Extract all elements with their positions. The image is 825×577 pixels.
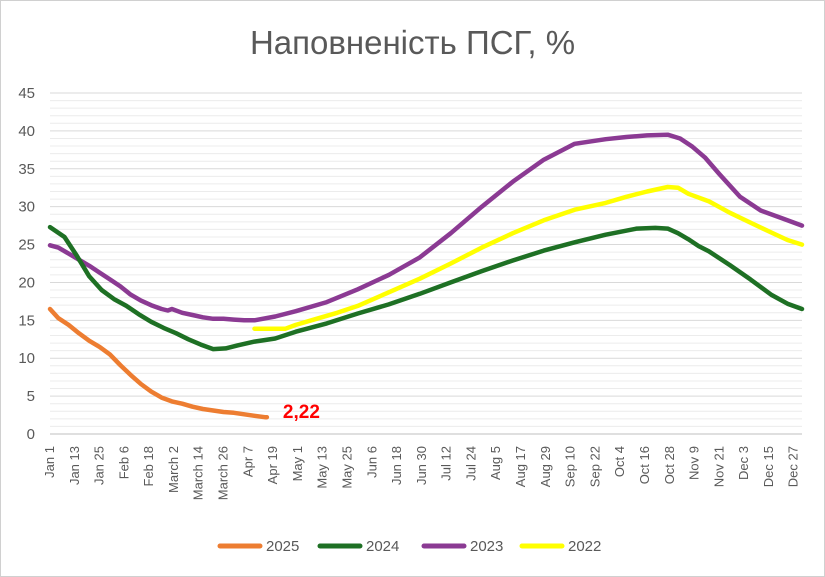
- x-tick-label: March 2: [166, 446, 181, 493]
- x-tick-label: Dec 3: [736, 446, 751, 480]
- series-line-2025: [47, 306, 270, 420]
- x-tick-label: Dec 27: [786, 446, 801, 487]
- legend-label: 2022: [568, 538, 601, 555]
- x-tick-label: Apr 7: [240, 446, 255, 477]
- y-tick-label: 25: [18, 237, 35, 254]
- x-tick-label: Aug 17: [513, 446, 528, 487]
- legend-label: 2023: [470, 538, 503, 555]
- x-tick-label: Oct 16: [637, 446, 652, 484]
- x-tick-label: Oct 28: [662, 446, 677, 484]
- x-tick-label: Jun 30: [414, 446, 429, 485]
- y-tick-label: 20: [18, 274, 35, 291]
- chart-title: Наповненість ПСГ, %: [249, 24, 576, 61]
- y-tick-label: 45: [18, 85, 35, 102]
- x-tick-label: Jul 24: [463, 446, 478, 481]
- x-tick-label: Nov 9: [687, 446, 702, 480]
- x-tick-label: Aug 29: [538, 446, 553, 487]
- y-tick-label: 0: [27, 426, 35, 443]
- y-tick-label: 40: [18, 123, 35, 140]
- x-tick-label: Jun 6: [364, 446, 379, 478]
- y-tick-label: 35: [18, 161, 35, 178]
- x-tick-label: Jan 25: [92, 446, 107, 485]
- series-line-2024: [47, 224, 805, 352]
- x-tick-label: Feb 6: [116, 446, 131, 479]
- x-tick-label: Jul 12: [439, 446, 454, 481]
- x-tick-label: Aug 5: [488, 446, 503, 480]
- x-tick-label: March 14: [191, 446, 206, 500]
- x-tick-label: Sep 22: [587, 446, 602, 487]
- x-tick-label: May 25: [339, 446, 354, 489]
- x-tick-label: Dec 15: [761, 446, 776, 487]
- x-tick-label: Apr 19: [265, 446, 280, 484]
- y-tick-label: 10: [18, 350, 35, 367]
- x-tick-label: Oct 4: [612, 446, 627, 477]
- x-tick-label: Sep 10: [563, 446, 578, 487]
- legend-label: 2024: [366, 538, 399, 555]
- series-line-2023: [47, 132, 805, 323]
- series-line-2022: [252, 184, 805, 331]
- x-tick-label: Jan 13: [67, 446, 82, 485]
- data-label: 2,22: [283, 402, 320, 423]
- y-tick-label: 30: [18, 199, 35, 216]
- x-tick-label: Jun 18: [389, 446, 404, 485]
- legend-label: 2025: [266, 538, 299, 555]
- y-tick-label: 15: [18, 312, 35, 329]
- y-tick-label: 5: [27, 388, 35, 405]
- x-tick-label: Jan 1: [42, 446, 57, 478]
- x-tick-label: March 26: [216, 446, 231, 500]
- x-tick-label: May 1: [290, 446, 305, 481]
- x-tick-label: May 13: [315, 446, 330, 489]
- x-tick-label: Nov 21: [711, 446, 726, 487]
- x-tick-label: Feb 18: [141, 446, 156, 486]
